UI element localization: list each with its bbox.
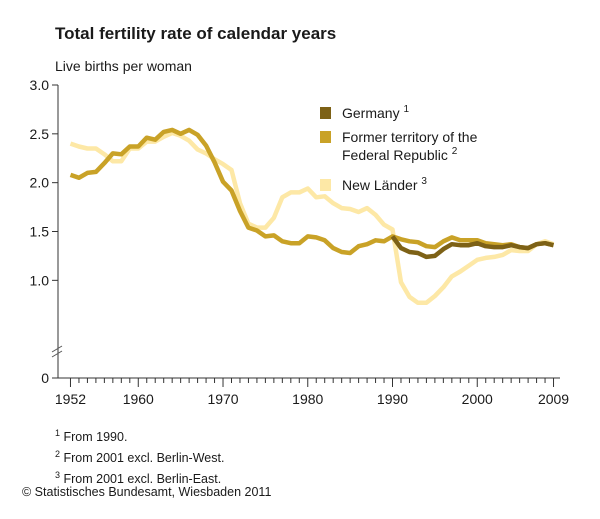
x-tick-label-4: 1990	[377, 391, 408, 407]
footnote-2: 2 From 2001 excl. Berlin-West.	[55, 449, 225, 466]
x-tick-label-1: 1960	[123, 391, 154, 407]
footnote-1: 1 From 1990.	[55, 428, 128, 445]
legend-swatch-1	[320, 131, 331, 143]
x-tick-label-6: 2009	[538, 391, 569, 407]
legend-footnote-mark: 2	[452, 146, 458, 157]
chart-axes: 0 1.0 1.5 2.0 2.5 3.0 1952 1960 1970 1980 1990 2000…	[30, 77, 570, 407]
legend-footnote-mark: 1	[403, 104, 409, 115]
x-tick-label-2: 1970	[207, 391, 238, 407]
y-tick-label-1: 1.0	[30, 272, 50, 288]
x-tick-label-3: 1980	[292, 391, 323, 407]
y-tick-label-5: 3.0	[30, 77, 50, 93]
footnote-3: 3 From 2001 excl. Berlin-East.	[55, 470, 222, 487]
legend-label-2: New Länder 3	[342, 176, 427, 193]
legend-label-1-line2: Federal Republic 2	[342, 146, 458, 163]
x-tick-label-0: 1952	[55, 391, 86, 407]
series-line-former-territory-of-the-federal-republic	[69, 127, 555, 256]
footnotes: 1 From 1990. 2 From 2001 excl. Berlin-We…	[55, 425, 224, 488]
y-tick-label-3: 2.0	[30, 175, 50, 191]
legend-swatch-2	[320, 179, 331, 191]
legend-label-0: Germany 1	[342, 104, 409, 121]
chart-legend: Germany 1 Former territory of theFederal …	[320, 104, 478, 193]
chart-title: Total fertility rate of calendar years	[55, 24, 337, 43]
y-tick-label-0: 0	[41, 370, 49, 386]
axis-break-mark-1	[51, 345, 63, 353]
series-line-germany	[390, 235, 555, 260]
x-tick-label-5: 2000	[462, 391, 493, 407]
axis-break-mark-2	[51, 350, 63, 358]
y-tick-label-4: 2.5	[30, 126, 50, 142]
legend-swatch-0	[320, 107, 331, 119]
series-line-new-l-nder	[69, 130, 555, 306]
legend-footnote-mark: 3	[421, 176, 427, 187]
series-lines	[69, 127, 555, 306]
source-credit: © Statistisches Bundesamt, Wiesbaden 201…	[22, 485, 272, 499]
y-axis-label: Live births per woman	[55, 58, 192, 74]
legend-label-1-line1: Former territory of the	[342, 129, 478, 145]
y-tick-label-2: 1.5	[30, 224, 50, 240]
